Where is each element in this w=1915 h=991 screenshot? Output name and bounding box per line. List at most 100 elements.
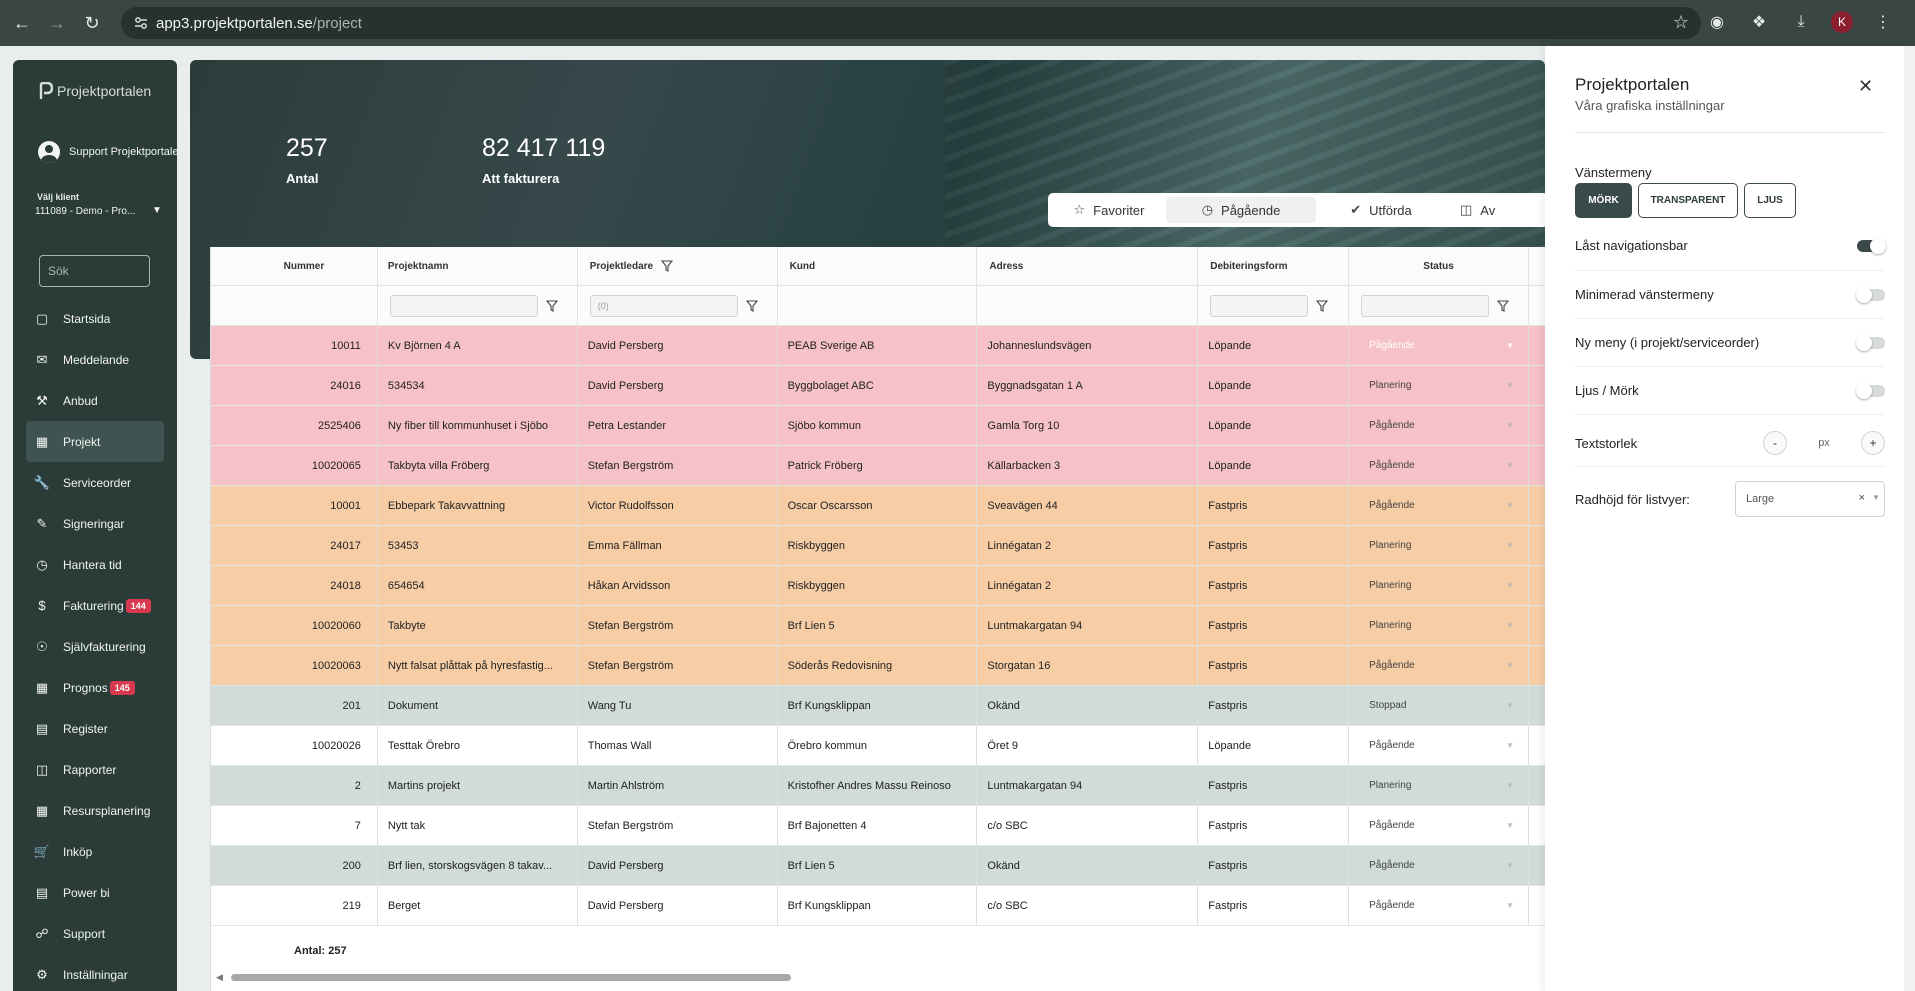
column-header-status[interactable]: Status xyxy=(1349,247,1529,285)
textsize-increase-button[interactable]: + xyxy=(1861,431,1885,455)
sidebar-item-anbud[interactable]: ⚒ Anbud xyxy=(26,380,164,421)
cell-status[interactable]: Pågående ▼ xyxy=(1349,646,1529,685)
sidebar-item-serviceorder[interactable]: 🔧 Serviceorder xyxy=(26,462,164,503)
chevron-down-icon[interactable]: ▼ xyxy=(1506,581,1514,590)
client-select[interactable]: 111089 - Demo - Pro... xyxy=(35,206,136,217)
chevron-down-icon[interactable]: ▼ xyxy=(152,205,162,216)
sidebar-item-support[interactable]: ☍ Support xyxy=(26,913,164,954)
bookmark-star-icon[interactable]: ☆ xyxy=(1672,12,1689,32)
cell-status[interactable]: Pågående ▼ xyxy=(1349,326,1529,365)
table-row[interactable]: 10020063 Nytt falsat plåttak på hyresfast… xyxy=(211,646,1545,686)
cell-status[interactable]: Pågående ▼ xyxy=(1349,406,1529,445)
filter-icon[interactable] xyxy=(745,299,758,312)
chevron-down-icon[interactable]: ▼ xyxy=(1506,781,1514,790)
table-row[interactable]: 2 Martins projekt Martin Ahlström Kristofhe… xyxy=(211,766,1545,806)
more-icon[interactable]: ⋮ xyxy=(1875,14,1891,31)
cell-status[interactable]: Planering ▼ xyxy=(1349,566,1529,605)
sidebar-item-startsida[interactable]: ▢ Startsida xyxy=(26,298,164,339)
column-header-projektledare[interactable]: Projektledare xyxy=(578,247,778,285)
chevron-down-icon[interactable]: ▼ xyxy=(1506,621,1514,630)
back-icon[interactable]: ← xyxy=(13,12,31,33)
chevron-down-icon[interactable]: ▼ xyxy=(1506,461,1514,470)
column-header-debiteringsform[interactable]: Debiteringsform xyxy=(1198,247,1350,285)
sidebar-item-resursplanering[interactable]: ▦ Resursplanering xyxy=(26,790,164,831)
cell-status[interactable]: Pågående ▼ xyxy=(1349,846,1529,885)
vertical-scrollbar[interactable] xyxy=(1904,46,1915,991)
cell-status[interactable]: Pågående ▼ xyxy=(1349,726,1529,765)
chevron-down-icon[interactable]: ▼ xyxy=(1506,701,1514,710)
column-header-projektnamn[interactable]: Projektnamn xyxy=(378,247,578,285)
sidebar-item-självfakturering[interactable]: ☉ Självfakturering xyxy=(26,626,164,667)
table-row[interactable]: 10011 Kv Björnen 4 A David Persberg PEAB Sv… xyxy=(211,326,1545,366)
reload-icon[interactable]: ↻ xyxy=(84,12,100,33)
sidebar-item-register[interactable]: ▤ Register xyxy=(26,708,164,749)
filter-input-projektledare[interactable]: (0) xyxy=(589,294,738,317)
filter-input-projektnamn[interactable] xyxy=(389,294,538,317)
last-navigationsbar-toggle[interactable] xyxy=(1857,237,1886,254)
filter-icon[interactable] xyxy=(545,299,558,312)
tab-avslutade[interactable]: ◫ Av xyxy=(1446,197,1536,223)
filter-icon[interactable] xyxy=(661,260,674,272)
filter-input-status[interactable] xyxy=(1361,294,1490,317)
table-row[interactable]: 201 Dokument Wang Tu Brf Kungsklippan Okänd F… xyxy=(211,686,1545,726)
chevron-down-icon[interactable]: ▼ xyxy=(1506,381,1514,390)
puzzle-icon[interactable]: ❖ xyxy=(1751,14,1767,31)
table-row[interactable]: 10020060 Takbyte Stefan Bergström Brf Lien … xyxy=(211,606,1545,646)
cell-status[interactable]: Planering ▼ xyxy=(1349,606,1529,645)
table-row[interactable]: 10001 Ebbepark Takavvattning Victor Rudolf… xyxy=(211,486,1545,526)
horizontal-scrollbar[interactable]: ◀ xyxy=(211,971,1545,983)
logo[interactable]: Projektportalen xyxy=(39,82,151,100)
sidebar-search-input[interactable] xyxy=(39,255,150,287)
horizontal-scroll-thumb[interactable] xyxy=(231,974,791,981)
table-row[interactable]: 10020065 Takbyta villa Fröberg Stefan Berg… xyxy=(211,446,1545,486)
table-row[interactable]: 10020026 Testtak Örebro Thomas Wall Örebro … xyxy=(211,726,1545,766)
chevron-down-icon[interactable]: ▼ xyxy=(1506,901,1514,910)
tab-pagaende[interactable]: ◷ Pågående xyxy=(1166,197,1316,223)
user-profile[interactable]: Support Projektportalen xyxy=(38,141,177,163)
minimerad-vanstermeny-toggle[interactable] xyxy=(1856,286,1885,303)
vanstermeny-mork-button[interactable]: MÖRK xyxy=(1575,183,1632,218)
filter-icon[interactable] xyxy=(1497,299,1510,312)
table-row[interactable]: 7 Nytt tak Stefan Bergström Brf Bajonetten … xyxy=(211,806,1545,846)
column-header-adress[interactable]: Adress xyxy=(977,247,1199,285)
cell-status[interactable]: Planering ▼ xyxy=(1349,526,1529,565)
table-row[interactable]: 200 Brf lien, storskogsvägen 8 takav... Da… xyxy=(211,846,1545,886)
chevron-down-icon[interactable]: ▼ xyxy=(1506,341,1514,350)
sidebar-item-signeringar[interactable]: ✎ Signeringar xyxy=(26,503,164,544)
cell-status[interactable]: Pågående ▼ xyxy=(1349,486,1529,525)
extension-icon[interactable]: ◉ xyxy=(1710,14,1724,31)
ljus-mork-toggle[interactable] xyxy=(1856,382,1885,399)
chevron-down-icon[interactable]: ▼ xyxy=(1506,821,1514,830)
chevron-down-icon[interactable]: ▼ xyxy=(1506,661,1514,670)
forward-icon[interactable]: → xyxy=(48,12,66,33)
address-bar[interactable]: app3.projektportalen.se/project ☆ xyxy=(121,7,1701,39)
chevron-down-icon[interactable]: ▼ xyxy=(1872,493,1880,502)
chevron-down-icon[interactable]: ▼ xyxy=(1506,501,1514,510)
chevron-down-icon[interactable]: ▼ xyxy=(1506,741,1514,750)
vanstermeny-ljus-button[interactable]: LJUS xyxy=(1744,183,1796,218)
table-row[interactable]: 24016 534534 David Persberg Byggbolaget ABC… xyxy=(211,366,1545,406)
tab-favoriter[interactable]: ☆ Favoriter xyxy=(1052,197,1166,223)
filter-input-debitering[interactable] xyxy=(1210,294,1309,317)
sidebar-item-inställningar[interactable]: ⚙ Inställningar xyxy=(26,954,164,991)
sidebar-item-projekt[interactable]: ▦ Projekt xyxy=(26,421,164,462)
profile-avatar[interactable]: K xyxy=(1831,11,1853,33)
cell-status[interactable]: Stoppad ▼ xyxy=(1349,686,1529,725)
cell-status[interactable]: Planering ▼ xyxy=(1349,766,1529,805)
clear-selection-icon[interactable]: × xyxy=(1858,492,1865,504)
chevron-down-icon[interactable]: ▼ xyxy=(1506,421,1514,430)
scroll-left-icon[interactable]: ◀ xyxy=(216,972,223,982)
sidebar-item-prognos[interactable]: ▦ Prognos 145 xyxy=(26,667,164,708)
sidebar-item-power-bi[interactable]: ▤ Power bi xyxy=(26,872,164,913)
chevron-down-icon[interactable]: ▼ xyxy=(1506,861,1514,870)
vanstermeny-transparent-button[interactable]: TRANSPARENT xyxy=(1638,183,1738,218)
row-height-select[interactable]: Large × ▼ xyxy=(1735,481,1885,517)
table-row[interactable]: 219 Berget David Persberg Brf Kungsklippan c… xyxy=(211,886,1545,926)
tab-utforda[interactable]: ✔ Utförda xyxy=(1316,197,1446,223)
column-header-kund[interactable]: Kund xyxy=(778,247,978,285)
cell-status[interactable]: Pågående ▼ xyxy=(1349,886,1529,925)
cell-status[interactable]: Planering ▼ xyxy=(1349,366,1529,405)
close-icon[interactable]: ✕ xyxy=(1858,76,1874,96)
sidebar-item-hantera-tid[interactable]: ◷ Hantera tid xyxy=(26,544,164,585)
sidebar-item-fakturering[interactable]: $ Fakturering 144 xyxy=(26,585,164,626)
